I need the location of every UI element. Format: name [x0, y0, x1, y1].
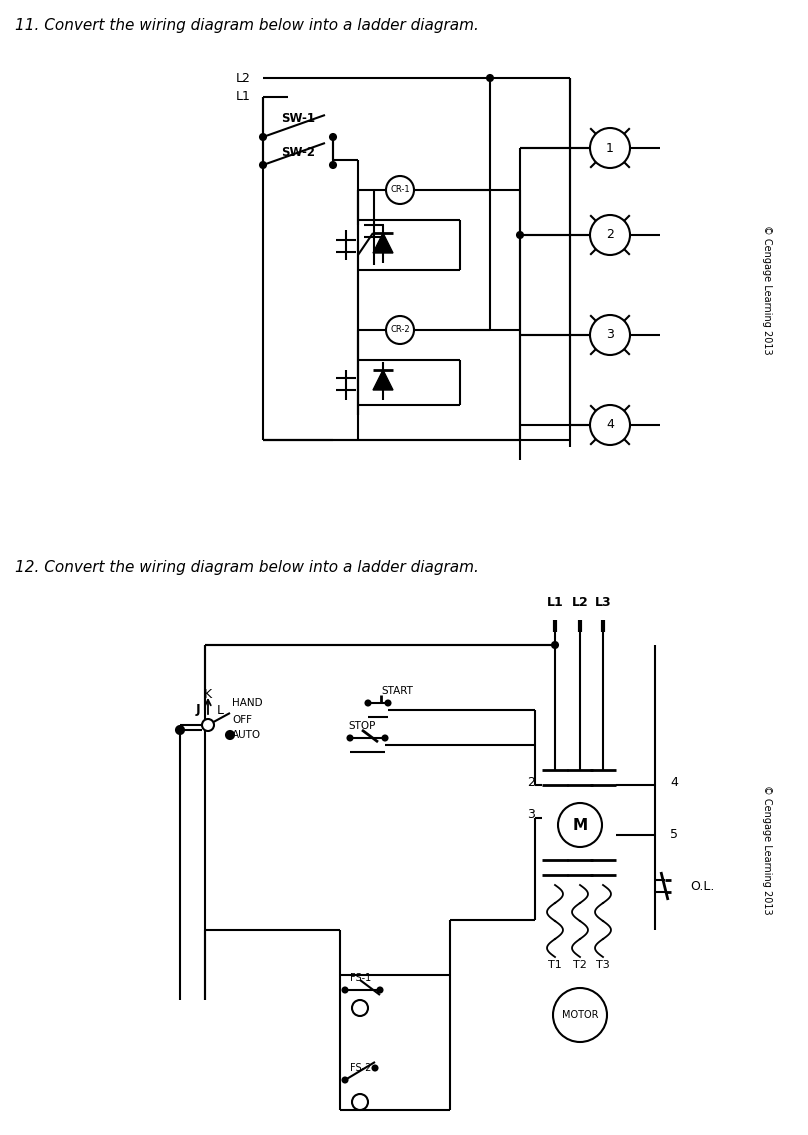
Circle shape: [590, 128, 630, 168]
Text: SW-1: SW-1: [281, 111, 315, 125]
Circle shape: [260, 162, 266, 168]
Circle shape: [343, 987, 347, 992]
Text: 5: 5: [670, 829, 678, 841]
Circle shape: [226, 731, 234, 739]
Text: 11. Convert the wiring diagram below into a ladder diagram.: 11. Convert the wiring diagram below int…: [15, 18, 479, 33]
Text: L2: L2: [571, 597, 588, 609]
Circle shape: [372, 1066, 377, 1070]
Text: FS-2: FS-2: [350, 1063, 372, 1073]
Circle shape: [352, 1000, 368, 1016]
Circle shape: [385, 700, 390, 706]
Circle shape: [343, 1077, 347, 1083]
Text: 1: 1: [606, 142, 614, 154]
Circle shape: [352, 1094, 368, 1110]
Text: AUTO: AUTO: [232, 730, 261, 740]
Circle shape: [347, 735, 352, 740]
Text: CR-1: CR-1: [390, 185, 410, 194]
Text: OFF: OFF: [232, 715, 252, 725]
Text: 4: 4: [606, 419, 614, 431]
Circle shape: [330, 134, 336, 140]
Circle shape: [176, 726, 184, 734]
Text: STOP: STOP: [348, 721, 376, 731]
Text: 3: 3: [527, 808, 535, 822]
Text: 3: 3: [606, 328, 614, 342]
Text: © Cengage Learning 2013: © Cengage Learning 2013: [762, 785, 772, 915]
Text: L3: L3: [595, 597, 612, 609]
Circle shape: [260, 134, 266, 140]
Circle shape: [590, 405, 630, 445]
Circle shape: [552, 642, 558, 648]
Text: M: M: [572, 817, 587, 832]
Text: T2: T2: [573, 960, 587, 970]
Circle shape: [365, 700, 371, 706]
Text: START: START: [381, 686, 413, 696]
Circle shape: [377, 987, 382, 992]
Circle shape: [590, 215, 630, 255]
Text: K: K: [204, 689, 212, 701]
Polygon shape: [373, 233, 393, 253]
Circle shape: [330, 162, 336, 168]
Text: T3: T3: [596, 960, 610, 970]
Text: © Cengage Learning 2013: © Cengage Learning 2013: [762, 225, 772, 355]
Text: HAND: HAND: [232, 698, 263, 708]
Text: L2: L2: [236, 72, 251, 84]
Text: L: L: [217, 704, 224, 716]
Text: 4: 4: [670, 775, 678, 789]
Circle shape: [382, 735, 388, 740]
Text: FS-1: FS-1: [350, 973, 371, 983]
Text: 2: 2: [527, 775, 535, 789]
Circle shape: [517, 232, 523, 238]
Text: J: J: [196, 704, 200, 716]
Text: L1: L1: [236, 91, 251, 103]
Circle shape: [590, 316, 630, 355]
Circle shape: [487, 75, 493, 81]
Polygon shape: [373, 370, 393, 390]
Text: 2: 2: [606, 228, 614, 242]
Circle shape: [558, 802, 602, 847]
Text: MOTOR: MOTOR: [562, 1010, 598, 1020]
Text: T1: T1: [548, 960, 562, 970]
Circle shape: [386, 176, 414, 204]
Circle shape: [202, 718, 214, 731]
Text: 12. Convert the wiring diagram below into a ladder diagram.: 12. Convert the wiring diagram below int…: [15, 560, 479, 575]
Text: O.L.: O.L.: [690, 880, 714, 892]
Text: L1: L1: [547, 597, 563, 609]
Text: SW-2: SW-2: [281, 145, 315, 159]
Circle shape: [386, 316, 414, 344]
Text: CR-2: CR-2: [390, 326, 410, 335]
Circle shape: [553, 987, 607, 1042]
